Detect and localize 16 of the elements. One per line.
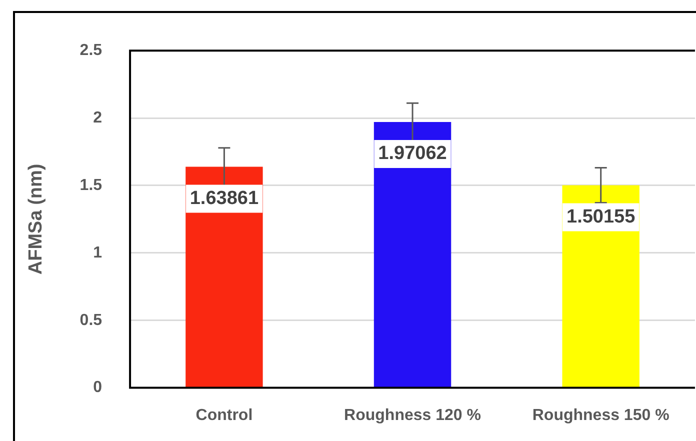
data-label: 1.63861 bbox=[190, 188, 259, 210]
bar bbox=[562, 185, 640, 388]
x-tick-label: Roughness 150 % bbox=[532, 406, 670, 424]
data-label: 1.97062 bbox=[378, 143, 447, 164]
y-tick-label: 0 bbox=[93, 379, 102, 396]
data-label: 1.50155 bbox=[566, 206, 636, 228]
x-tick-label: Roughness 120 % bbox=[344, 406, 481, 424]
x-tick-label: Control bbox=[196, 406, 253, 424]
y-tick-label: 1.5 bbox=[80, 176, 102, 194]
y-tick-label: 2 bbox=[93, 109, 102, 126]
y-tick-label: 0.5 bbox=[80, 312, 102, 329]
y-axis-title: AFMSa (nm) bbox=[26, 164, 47, 275]
bar bbox=[374, 122, 452, 388]
y-tick-label: 2.5 bbox=[80, 42, 102, 60]
bar bbox=[186, 166, 263, 388]
y-tick-label: 1 bbox=[93, 244, 102, 262]
